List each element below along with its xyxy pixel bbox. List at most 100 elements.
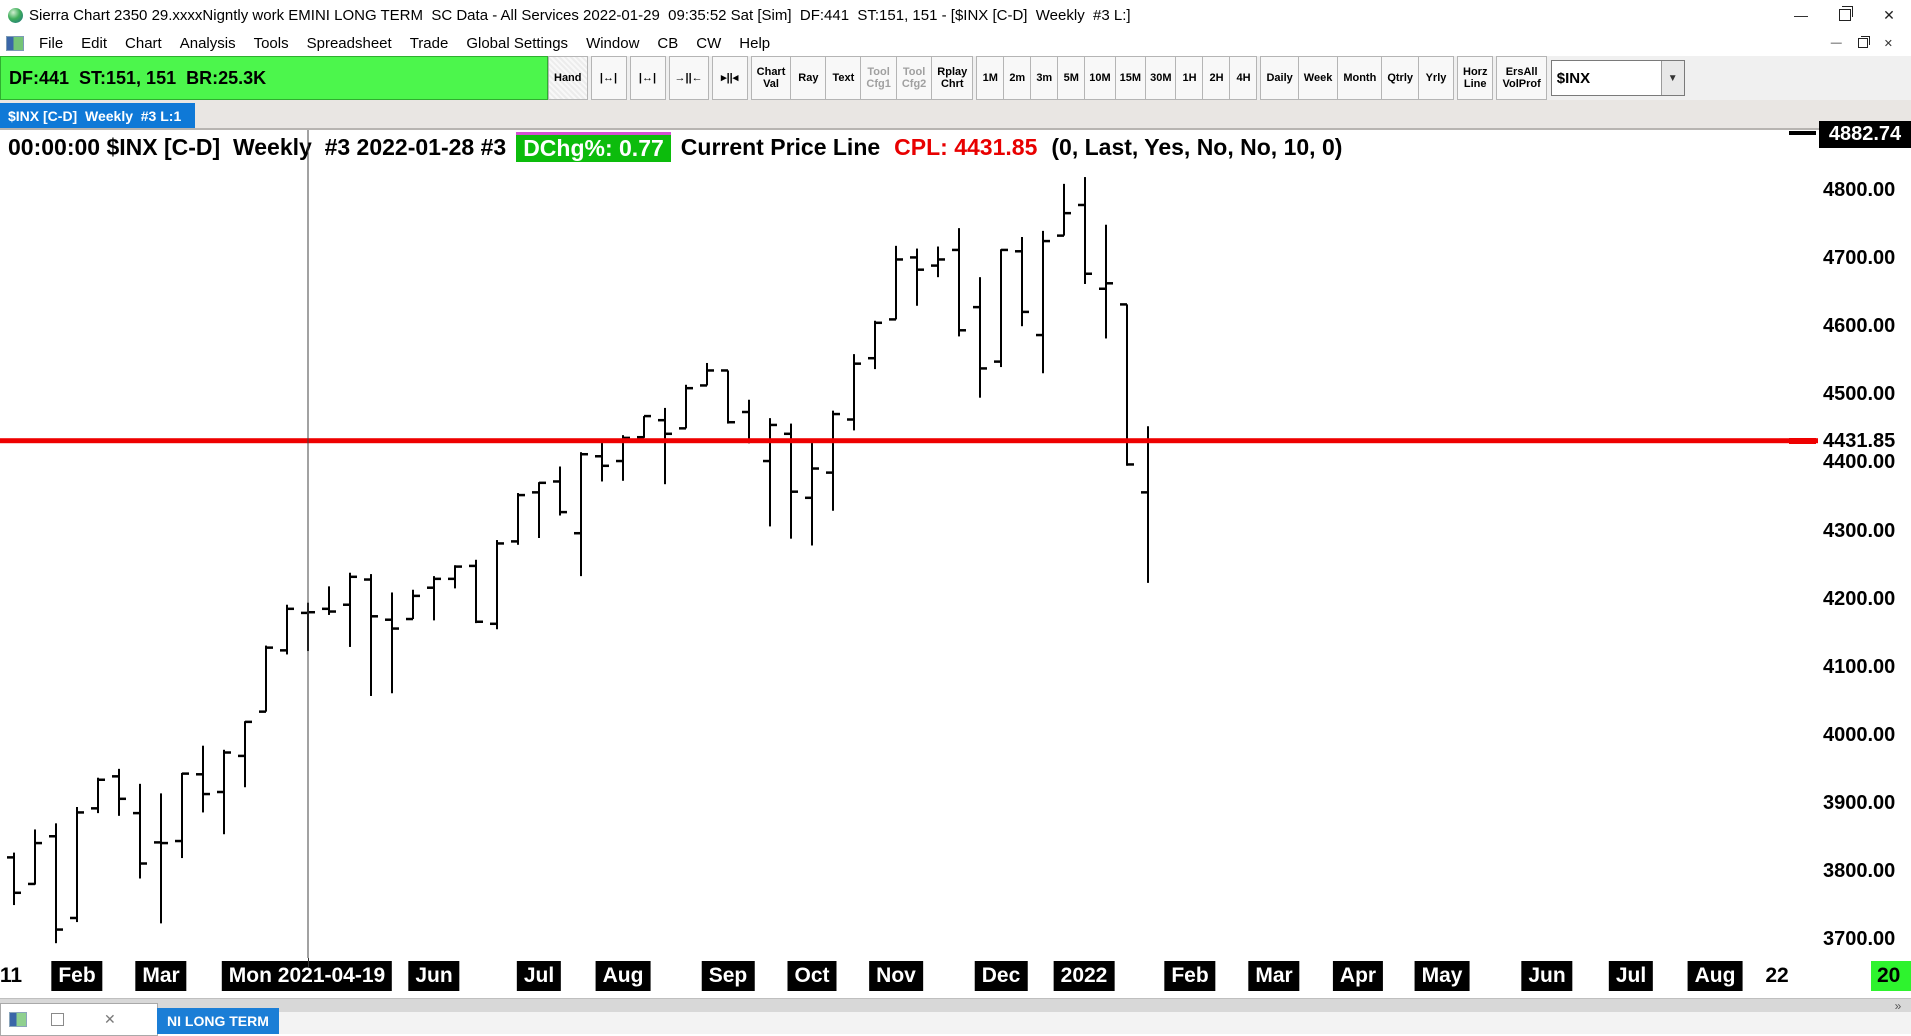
status-bar: DF:441 ST:151, 151 BR:25.3K	[0, 56, 548, 100]
current-price-line	[0, 438, 1818, 444]
cpl-study-title: Current Price Line	[680, 133, 881, 160]
chart-header: 00:00:00 $INX [C-D] Weekly #3 2022-01-28…	[8, 132, 1342, 162]
scroll-right-icon[interactable]: »	[1894, 998, 1902, 1013]
time-axis-label: Oct	[787, 961, 837, 991]
symbol-combobox[interactable]: $INX ▼	[1550, 60, 1685, 96]
chart-area[interactable]	[0, 130, 1911, 958]
time-axis-label: Mon 2021-04-19	[221, 961, 393, 991]
menu-tools[interactable]: Tools	[253, 34, 289, 52]
time-axis-label: 22	[1765, 964, 1789, 987]
menu-items: File Edit Chart Analysis Tools Spreadsheet Tra…	[30, 33, 779, 54]
time-axis-label: 20	[1871, 961, 1911, 991]
tf-week-button[interactable]: Week	[1298, 56, 1339, 100]
time-axis-label: May	[1414, 961, 1470, 991]
minimize-button[interactable]: —	[1794, 7, 1808, 23]
time-axis-label: Feb	[1164, 961, 1216, 991]
menu-analysis[interactable]: Analysis	[179, 34, 236, 52]
time-axis-label: Jul	[1608, 961, 1654, 991]
toolbar-buttons: Hand |↔| |↔| →||← ▸||◂ Chart Val Ray Text Tool Cfg…	[548, 56, 1547, 100]
time-axis-label: Jun	[408, 961, 460, 991]
erase-all-volume-profile-button[interactable]: ErsAll VolProf	[1496, 56, 1547, 100]
tf-daily-button[interactable]: Daily	[1260, 56, 1299, 100]
menu-help[interactable]: Help	[739, 34, 771, 52]
daily-change-badge: DChg%: 0.77	[516, 132, 671, 162]
menu-file[interactable]: File	[39, 34, 64, 52]
time-axis-label: Mar	[1248, 961, 1300, 991]
menu-global-settings[interactable]: Global Settings	[466, 34, 569, 52]
menu-chart[interactable]: Chart	[125, 34, 162, 52]
chart-tab[interactable]: $INX [C-D] Weekly #3 L:1	[0, 103, 196, 128]
toolbar: DF:441 ST:151, 151 BR:25.3K Hand |↔| |↔| →|…	[0, 56, 1911, 101]
time-axis-label: Sep	[701, 961, 755, 991]
tf-3min-button[interactable]: 3m	[1031, 56, 1059, 100]
close-button[interactable]: ✕	[1883, 6, 1895, 23]
time-axis-label: Jul	[516, 961, 562, 991]
tf-10min-button[interactable]: 10M	[1085, 56, 1116, 100]
tool-config-1-button[interactable]: Tool Cfg1	[861, 56, 897, 100]
horizontal-scrollbar[interactable]: »	[0, 998, 1911, 1013]
time-axis-label: Mar	[135, 961, 187, 991]
tf-yearly-button[interactable]: Yrly	[1419, 56, 1454, 100]
cpl-parameters: (0, Last, Yes, No, No, 10, 0)	[1051, 133, 1343, 160]
time-axis-label: Feb	[51, 961, 103, 991]
title-bar: Sierra Chart 2350 29.xxxxNigntly work EM…	[0, 0, 1911, 30]
window-controls: — ✕	[1779, 0, 1911, 30]
menu-edit[interactable]: Edit	[81, 34, 108, 52]
tf-5min-button[interactable]: 5M	[1058, 56, 1086, 100]
chart-window-icon[interactable]	[6, 35, 24, 51]
menu-cw[interactable]: CW	[696, 34, 722, 52]
time-axis-label: Dec	[974, 961, 1028, 991]
time-axis-label: Apr	[1332, 961, 1384, 991]
bar-spacing-decrease-button[interactable]: |↔|	[590, 56, 627, 100]
menu-spreadsheet[interactable]: Spreadsheet	[306, 34, 392, 52]
hand-button[interactable]: Hand	[548, 56, 588, 100]
tf-quarterly-button[interactable]: Qtrly	[1382, 56, 1419, 100]
price-chart[interactable]	[0, 128, 1818, 958]
tool-config-2-button[interactable]: Tool Cfg2	[896, 56, 933, 100]
restore-button[interactable]	[1823, 0, 1867, 30]
tf-2hour-button[interactable]: 2H	[1203, 56, 1231, 100]
compress-bars-button[interactable]: ▸||◂	[711, 56, 748, 100]
ray-tool-button[interactable]: Ray	[791, 56, 827, 100]
mdi-window-controls: — ✕	[1830, 36, 1893, 50]
time-axis-label: Aug	[1687, 961, 1743, 991]
bar-spacing-increase-button[interactable]: |↔|	[629, 56, 666, 100]
tf-month-button[interactable]: Month	[1338, 56, 1383, 100]
time-axis-label: Jun	[1521, 961, 1573, 991]
time-axis-label: 2022	[1053, 961, 1115, 991]
text-tool-button[interactable]: Text	[826, 56, 862, 100]
menu-trade[interactable]: Trade	[409, 34, 449, 52]
restore-icon	[1839, 6, 1853, 21]
replay-chart-button[interactable]: Rplay Chrt	[932, 56, 974, 100]
mdi-restore-button[interactable]	[1857, 36, 1870, 48]
tab-row: $INX [C-D] Weekly #3 L:1	[0, 100, 1911, 130]
peek-close-button[interactable]: ✕	[104, 1011, 116, 1027]
taskbar-chart-label: NI LONG TERM	[157, 1008, 279, 1034]
tf-4hour-button[interactable]: 4H	[1230, 56, 1258, 100]
chart-values-button[interactable]: Chart Val	[750, 56, 792, 100]
time-axis-label: Aug	[595, 961, 651, 991]
taskbar-peek-panel[interactable]: ✕	[0, 1003, 158, 1036]
chart-header-text: 00:00:00 $INX [C-D] Weekly #3 2022-01-28…	[8, 133, 507, 160]
symbol-value: $INX	[1556, 69, 1591, 87]
tf-1min-button[interactable]: 1M	[976, 56, 1005, 100]
tf-1hour-button[interactable]: 1H	[1176, 56, 1204, 100]
time-axis-label: 11	[0, 964, 23, 987]
combo-dropdown-icon[interactable]: ▼	[1660, 61, 1684, 95]
sierra-chart-logo-icon	[8, 7, 23, 23]
mdi-restore-icon	[1857, 36, 1870, 48]
menu-window[interactable]: Window	[586, 34, 640, 52]
window-title: Sierra Chart 2350 29.xxxxNigntly work EM…	[29, 6, 1131, 24]
bottom-strip	[0, 1012, 1911, 1034]
tf-15min-button[interactable]: 15M	[1115, 56, 1147, 100]
peek-restore-button[interactable]	[51, 1013, 64, 1026]
menu-cb[interactable]: CB	[657, 34, 679, 52]
tf-2min-button[interactable]: 2m	[1004, 56, 1032, 100]
peek-app-icon	[9, 1012, 27, 1027]
horizontal-line-button[interactable]: Horz Line	[1457, 56, 1494, 100]
mdi-close-button[interactable]: ✕	[1883, 37, 1893, 50]
tf-30min-button[interactable]: 30M	[1146, 56, 1177, 100]
squeeze-bars-button[interactable]: →||←	[668, 56, 709, 100]
time-axis-label: Nov	[869, 961, 923, 991]
mdi-minimize-button[interactable]: —	[1830, 37, 1842, 49]
